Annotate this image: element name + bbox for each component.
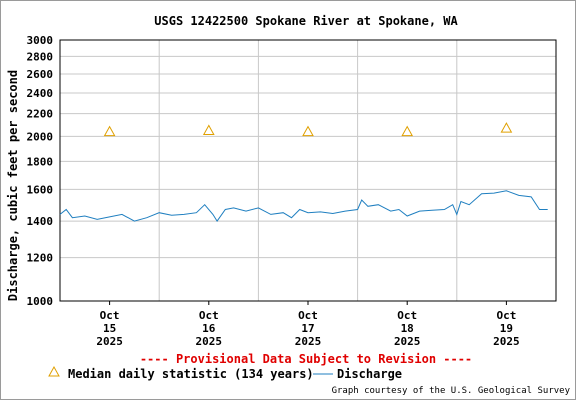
x-tick-label: 2025 <box>493 335 520 348</box>
y-tick-label: 1600 <box>27 183 54 196</box>
x-tick-label: 17 <box>301 322 314 335</box>
grid-lines <box>60 39 556 302</box>
y-tick-label: 2200 <box>27 108 54 121</box>
provisional-notice: ---- Provisional Data Subject to Revisio… <box>140 352 472 366</box>
x-tick-label: 16 <box>202 322 216 335</box>
x-tick-label: 2025 <box>196 335 223 348</box>
y-tick-label: 1000 <box>27 295 54 308</box>
y-tick-label: 2600 <box>27 68 54 81</box>
median-marker <box>103 125 116 137</box>
y-tick-label: 3000 <box>27 34 54 47</box>
legend: Median daily statistic (134 years) Disch… <box>48 365 402 381</box>
series-line-discharge <box>59 190 548 223</box>
legend-median-label: Median daily statistic (134 years) <box>68 367 314 381</box>
x-tick-label: 2025 <box>295 335 322 348</box>
legend-median-icon <box>48 365 60 377</box>
median-marker <box>401 125 414 137</box>
x-tick-label: Oct <box>199 309 219 322</box>
median-marker <box>202 124 215 135</box>
x-tick-label: Oct <box>298 309 318 322</box>
y-axis-label: Discharge, cubic feet per second <box>6 70 20 301</box>
median-marker <box>302 125 314 137</box>
credit-text: Graph courtesy of the U.S. Geological Su… <box>332 386 571 396</box>
x-tick-label: 2025 <box>394 335 421 348</box>
discharge-series <box>59 190 548 223</box>
plot-area-border <box>59 39 557 302</box>
x-tick-label: 15 <box>103 322 116 335</box>
x-tick-label: Oct <box>100 309 120 322</box>
x-tick-labels: Oct152025Oct162025Oct172025Oct182025Oct1… <box>96 301 520 348</box>
x-tick-label: Oct <box>496 309 516 322</box>
chart-title: USGS 12422500 Spokane River at Spokane, … <box>154 14 458 28</box>
y-tick-labels: 1000 1200 1400 1600 1800 2000 2200 2400 2600 2800… <box>27 34 54 308</box>
legend-discharge-label: Discharge <box>337 367 402 381</box>
y-tick-label: 1400 <box>27 215 54 228</box>
y-tick-label: 1200 <box>27 252 54 265</box>
y-tick-label: 2000 <box>27 130 54 143</box>
y-tick-label: 1800 <box>27 155 54 168</box>
x-tick-label: 18 <box>401 322 414 335</box>
x-tick-label: Oct <box>397 309 417 322</box>
y-tick-label: 2800 <box>27 50 54 63</box>
x-tick-label: 19 <box>500 322 513 335</box>
median-marker <box>500 122 513 133</box>
x-tick-label: 2025 <box>96 335 123 348</box>
y-tick-label: 2400 <box>27 87 54 100</box>
median-markers <box>103 122 513 137</box>
